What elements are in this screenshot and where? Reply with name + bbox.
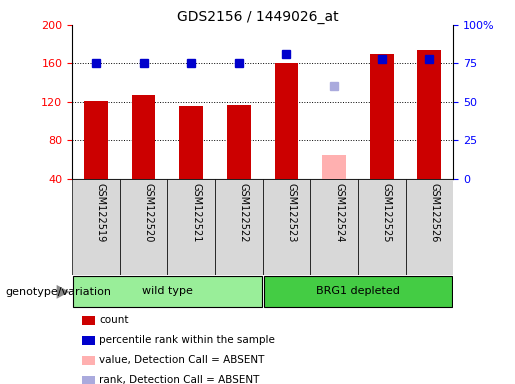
Text: GSM122525: GSM122525 bbox=[382, 184, 392, 243]
Bar bbox=[179, 106, 203, 179]
Text: percentile rank within the sample: percentile rank within the sample bbox=[99, 335, 275, 345]
Text: wild type: wild type bbox=[142, 286, 193, 296]
FancyBboxPatch shape bbox=[215, 179, 263, 275]
Text: genotype/variation: genotype/variation bbox=[5, 287, 111, 297]
Text: value, Detection Call = ABSENT: value, Detection Call = ABSENT bbox=[99, 355, 264, 365]
FancyBboxPatch shape bbox=[405, 179, 453, 275]
Text: GSM122522: GSM122522 bbox=[239, 184, 249, 243]
Bar bbox=[370, 54, 393, 179]
FancyBboxPatch shape bbox=[263, 179, 310, 275]
FancyBboxPatch shape bbox=[119, 179, 167, 275]
FancyBboxPatch shape bbox=[310, 179, 358, 275]
Bar bbox=[274, 63, 298, 179]
Bar bbox=[322, 155, 346, 179]
Bar bbox=[84, 101, 108, 179]
Text: GSM122523: GSM122523 bbox=[286, 184, 297, 243]
Text: GDS2156 / 1449026_at: GDS2156 / 1449026_at bbox=[177, 10, 338, 23]
FancyBboxPatch shape bbox=[167, 179, 215, 275]
FancyBboxPatch shape bbox=[73, 276, 262, 307]
FancyBboxPatch shape bbox=[264, 276, 452, 307]
FancyBboxPatch shape bbox=[72, 179, 119, 275]
Text: rank, Detection Call = ABSENT: rank, Detection Call = ABSENT bbox=[99, 375, 259, 384]
Bar bbox=[418, 50, 441, 179]
Bar bbox=[227, 105, 251, 179]
Text: GSM122521: GSM122521 bbox=[191, 184, 201, 243]
Bar bbox=[132, 95, 156, 179]
Polygon shape bbox=[57, 285, 70, 299]
Text: count: count bbox=[99, 315, 128, 325]
Text: GSM122519: GSM122519 bbox=[96, 184, 106, 243]
Text: BRG1 depleted: BRG1 depleted bbox=[316, 286, 400, 296]
Text: GSM122526: GSM122526 bbox=[430, 184, 439, 243]
Text: GSM122524: GSM122524 bbox=[334, 184, 344, 243]
FancyBboxPatch shape bbox=[358, 179, 405, 275]
Text: GSM122520: GSM122520 bbox=[144, 184, 153, 243]
